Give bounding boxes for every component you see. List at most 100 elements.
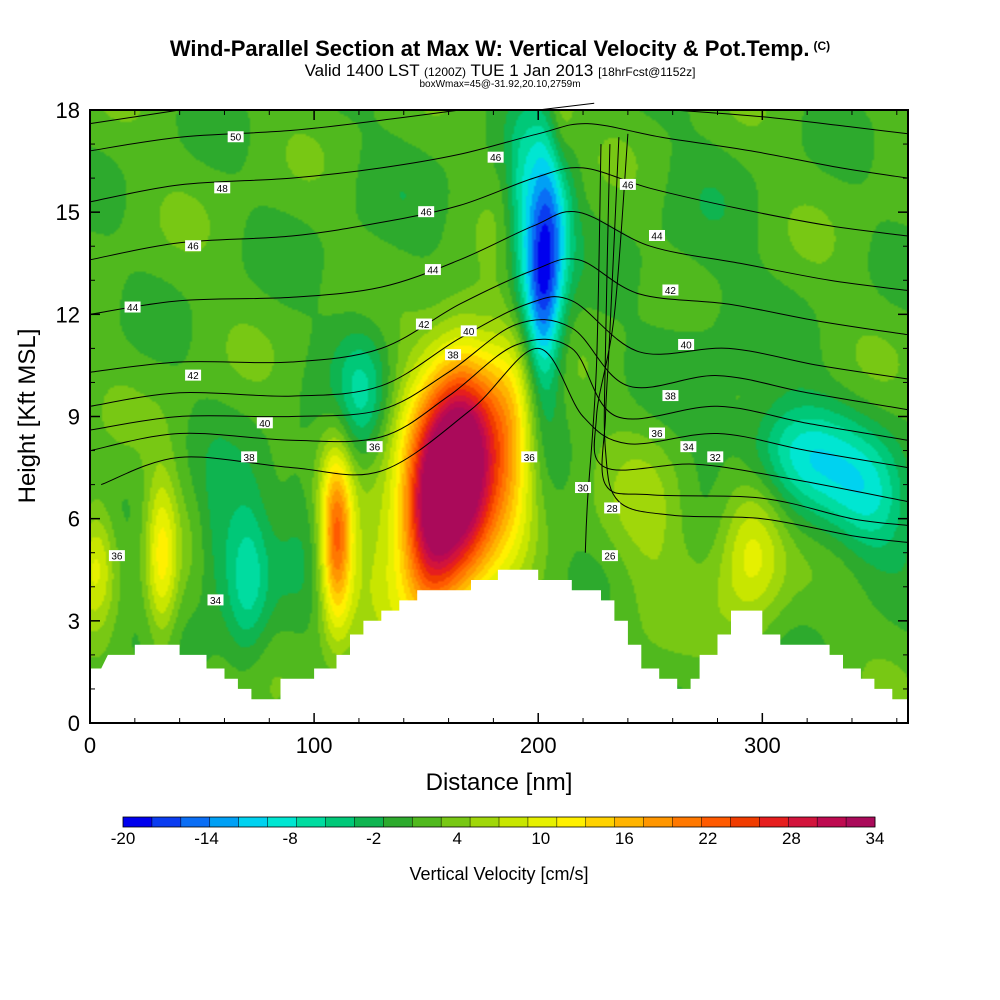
contour-label: 38 — [662, 390, 679, 403]
contour-label: 46 — [418, 206, 435, 219]
contour-label-text: 40 — [463, 327, 475, 338]
contour-label-text: 30 — [577, 484, 589, 495]
x-tick-label: 0 — [84, 733, 96, 758]
isentrope-line — [89, 296, 909, 407]
contour-label: 50 — [227, 131, 244, 144]
contour-label-text: 42 — [418, 320, 430, 331]
colorbar-swatch — [151, 817, 182, 827]
contour-label: 38 — [445, 349, 462, 362]
contour-label-text: 46 — [188, 242, 200, 253]
contour-label: 42 — [415, 318, 432, 331]
contour-label-text: 26 — [604, 552, 616, 563]
contour-label-text: 38 — [447, 351, 459, 362]
title-mark: (C) — [813, 39, 831, 53]
colorbar-swatch — [672, 817, 702, 827]
colorbar-swatch — [701, 817, 731, 827]
contour-label-text: 44 — [651, 232, 663, 243]
contour-label-text: 36 — [111, 552, 123, 563]
contour-label-bg — [575, 482, 592, 494]
colorbar-tick-label: -2 — [366, 829, 381, 848]
y-tick-label: 18 — [56, 98, 80, 123]
contour-label: 38 — [241, 451, 258, 464]
isentrope-line — [601, 137, 909, 526]
contour-label: 40 — [256, 417, 273, 430]
colorbar-swatch — [470, 817, 500, 827]
colorbar-swatch — [499, 817, 529, 827]
colorbar-tick-label: -20 — [111, 829, 136, 848]
contour-label-bg — [108, 550, 125, 562]
isentrope-line — [672, 109, 909, 135]
colorbar-swatch — [412, 817, 442, 827]
x-tick-label: 300 — [744, 733, 781, 758]
contour-label-text: 36 — [651, 429, 663, 440]
contour-label: 40 — [678, 338, 695, 351]
title-text: Wind-Parallel Section at Max W: Vertical… — [169, 36, 810, 61]
contour-label-bg — [648, 427, 665, 439]
colorbar-swatch — [123, 817, 153, 827]
contour-label-text: 40 — [681, 340, 693, 351]
y-axis-label: Height [Kft MSL] — [14, 329, 41, 504]
colorbar-swatch — [817, 817, 847, 827]
contour-label-bg — [680, 441, 697, 453]
contour-label-bg — [662, 284, 679, 296]
valid-date: TUE 1 Jan 2013 — [470, 61, 594, 80]
chart-title: Wind-Parallel Section at Max W: Vertical… — [0, 36, 1000, 62]
contour-label-bg — [256, 417, 273, 429]
contour-label-bg — [185, 240, 202, 252]
colorbar-swatch — [643, 817, 673, 827]
contour-label: 36 — [108, 550, 125, 563]
contour-label-text: 46 — [421, 208, 433, 219]
isentrope-line — [89, 338, 909, 452]
contour-label-bg — [366, 441, 383, 453]
contour-label-bg — [678, 338, 695, 350]
colorbar-swatch — [383, 817, 413, 827]
contour-label-bg — [601, 550, 618, 562]
colorbar-tick-label: 34 — [866, 829, 885, 848]
contour-label-bg — [185, 369, 202, 381]
colorbar-tick-label: 4 — [452, 829, 461, 848]
contour-label-bg — [415, 318, 432, 330]
isentrope-line — [89, 319, 909, 431]
contour-label-bg — [460, 325, 477, 337]
colorbar-tick-label: 28 — [782, 829, 801, 848]
contour-label-text: 40 — [259, 419, 271, 430]
colorbar-tick-label: -14 — [194, 829, 219, 848]
contour-label-bg — [445, 349, 462, 361]
contour-label-bg — [662, 390, 679, 402]
terrain-mask — [90, 569, 908, 723]
colorbar: -20 -14 -8 -2 4 10 16 22 28 34 — [111, 816, 885, 848]
plot-area: 50 48 46 44 42 40 38 36 34 36 46 46 44 42 40 38 36 30 28 26… — [89, 102, 909, 724]
contour-label-text: 44 — [127, 303, 139, 314]
contour-label-text: 34 — [210, 596, 222, 607]
contour-label-bg — [418, 206, 435, 218]
colorbar-tick-label: 10 — [531, 829, 550, 848]
colorbar-swatch — [325, 817, 355, 827]
contour-label-text: 36 — [524, 453, 536, 464]
contour-label-text: 42 — [665, 286, 677, 297]
colorbar-swatch — [788, 817, 818, 827]
y-tick-label: 9 — [68, 405, 80, 430]
contour-label-bg — [214, 182, 231, 194]
x-tick-label: 100 — [296, 733, 333, 758]
contour-label-bg — [604, 502, 621, 514]
contour-label-text: 32 — [710, 453, 722, 464]
contour-label: 36 — [521, 451, 538, 464]
contour-label-text: 50 — [230, 133, 242, 144]
isentrope-line — [89, 123, 909, 203]
contour-label-bg — [424, 264, 441, 276]
chart-subtitle: Valid 1400 LST (1200Z) TUE 1 Jan 2013 [1… — [0, 61, 1000, 81]
contour-label-text: 28 — [607, 504, 619, 515]
contour-label: 36 — [648, 427, 665, 440]
isentrope-line — [593, 133, 909, 503]
colorbar-swatch — [730, 817, 760, 827]
isentrope-line — [89, 210, 909, 315]
y-tick-label: 6 — [68, 507, 80, 532]
contour-label-text: 38 — [665, 392, 677, 403]
colorbar-tick-label: 16 — [615, 829, 634, 848]
contour-label-text: 44 — [427, 266, 439, 277]
contour-label: 32 — [707, 451, 724, 464]
contour-label-bg — [648, 230, 665, 242]
colorbar-swatch — [441, 817, 471, 827]
forecast-info: [18hrFcst@1152z] — [598, 65, 696, 79]
